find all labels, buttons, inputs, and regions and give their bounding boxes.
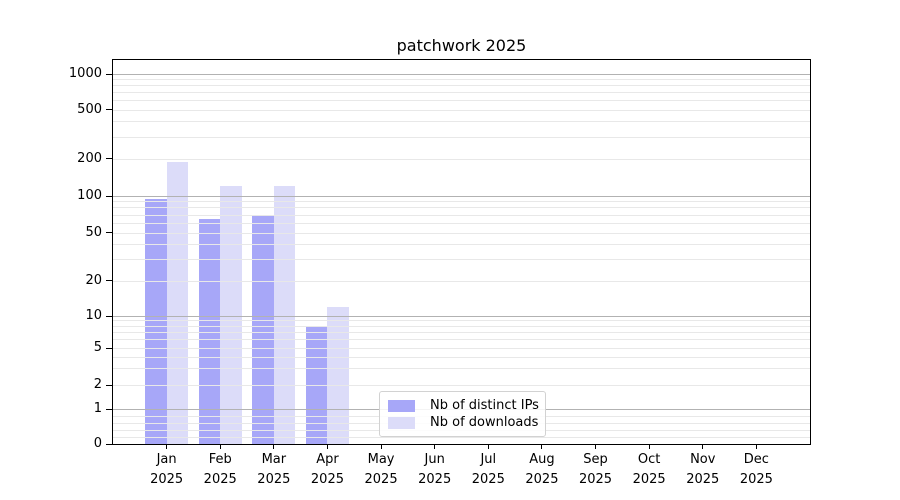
gridline-minor — [113, 384, 810, 386]
x-tick-mark — [273, 445, 275, 449]
x-tick-mark — [702, 445, 704, 449]
grid-layer — [113, 60, 810, 444]
gridline-minor — [113, 331, 810, 333]
bar-downloads — [220, 186, 242, 444]
x-tick-mark — [487, 445, 489, 449]
gridline-major — [113, 315, 810, 317]
bar-distinct-ips — [252, 215, 274, 444]
bar-downloads — [166, 161, 189, 444]
x-tick-label: Jul 2025 — [471, 452, 505, 487]
x-tick-mark — [541, 445, 543, 449]
x-tick-label: May 2025 — [364, 452, 398, 487]
gridline-minor — [113, 325, 810, 327]
legend: Nb of distinct IPs Nb of downloads — [379, 391, 546, 437]
gridline-minor — [113, 222, 810, 224]
y-tick-label: 200 — [77, 150, 102, 166]
x-tick-label: Jan 2025 — [150, 452, 184, 487]
x-tick-mark — [326, 445, 328, 449]
x-tick-label: Aug 2025 — [525, 452, 559, 487]
gridline-minor — [113, 339, 810, 341]
y-tick-label: 500 — [77, 101, 102, 117]
x-tick-label: Nov 2025 — [686, 452, 720, 487]
legend-item-distinct-ips: Nb of distinct IPs — [388, 398, 539, 413]
y-tick-label: 1 — [93, 401, 102, 417]
gridline-minor — [113, 320, 810, 322]
gridline-major — [113, 73, 810, 75]
gridline-minor — [113, 100, 810, 102]
gridline-minor — [113, 207, 810, 209]
gridline-minor — [113, 92, 810, 94]
y-tick-label: 2 — [93, 377, 102, 393]
chart-title: patchwork 2025 — [396, 36, 527, 55]
y-tick-label: 100 — [77, 188, 102, 203]
gridline-minor — [113, 109, 810, 111]
gridline-minor — [113, 121, 810, 123]
x-tick-mark — [755, 445, 757, 449]
gridline-minor — [113, 368, 810, 370]
y-tick-label: 0 — [93, 436, 102, 451]
y-tick-label: 20 — [85, 272, 102, 288]
x-tick-label: Oct 2025 — [632, 452, 666, 487]
x-tick-mark — [434, 445, 436, 449]
y-tick-label: 10 — [85, 308, 102, 323]
gridline-minor — [113, 280, 810, 282]
gridline-minor — [113, 79, 810, 80]
x-tick-label: Jun 2025 — [418, 452, 452, 487]
gridline-major — [113, 195, 810, 197]
gridline-minor — [113, 136, 810, 138]
bar-distinct-ips — [198, 219, 221, 444]
gridline-minor — [113, 356, 810, 358]
y-tick-label: 1000 — [68, 66, 102, 82]
legend-item-downloads: Nb of downloads — [388, 415, 539, 430]
x-tick-mark — [219, 445, 221, 449]
x-tick-mark — [595, 445, 597, 449]
legend-label-downloads: Nb of downloads — [430, 415, 539, 430]
bar-downloads — [327, 306, 349, 444]
x-tick-label: Apr 2025 — [310, 452, 344, 487]
x-tick-label: Feb 2025 — [203, 452, 237, 487]
legend-swatch-downloads-icon — [388, 416, 415, 429]
x-tick-mark — [380, 445, 382, 449]
gridline-minor — [113, 201, 810, 203]
plot-area — [112, 59, 811, 445]
x-tick-mark — [648, 445, 650, 449]
gridline-minor — [113, 347, 810, 349]
x-tick-label: Dec 2025 — [739, 452, 773, 487]
bar-downloads — [273, 186, 296, 444]
x-tick-label: Sep 2025 — [578, 452, 613, 487]
gridline-minor — [113, 436, 810, 438]
gridline-minor — [113, 259, 810, 261]
y-tick-label: 5 — [93, 340, 102, 355]
x-tick-mark — [166, 445, 168, 449]
gridline-minor — [113, 214, 810, 216]
gridline-minor — [113, 232, 810, 234]
gridline-minor — [113, 85, 810, 87]
y-tick-label: 50 — [85, 224, 102, 240]
gridline-minor — [113, 158, 810, 160]
gridline-minor — [113, 244, 810, 246]
legend-swatch-distinct-ips-icon — [388, 399, 415, 412]
legend-label-distinct-ips: Nb of distinct IPs — [430, 398, 539, 413]
x-tick-label: Mar 2025 — [257, 452, 291, 487]
